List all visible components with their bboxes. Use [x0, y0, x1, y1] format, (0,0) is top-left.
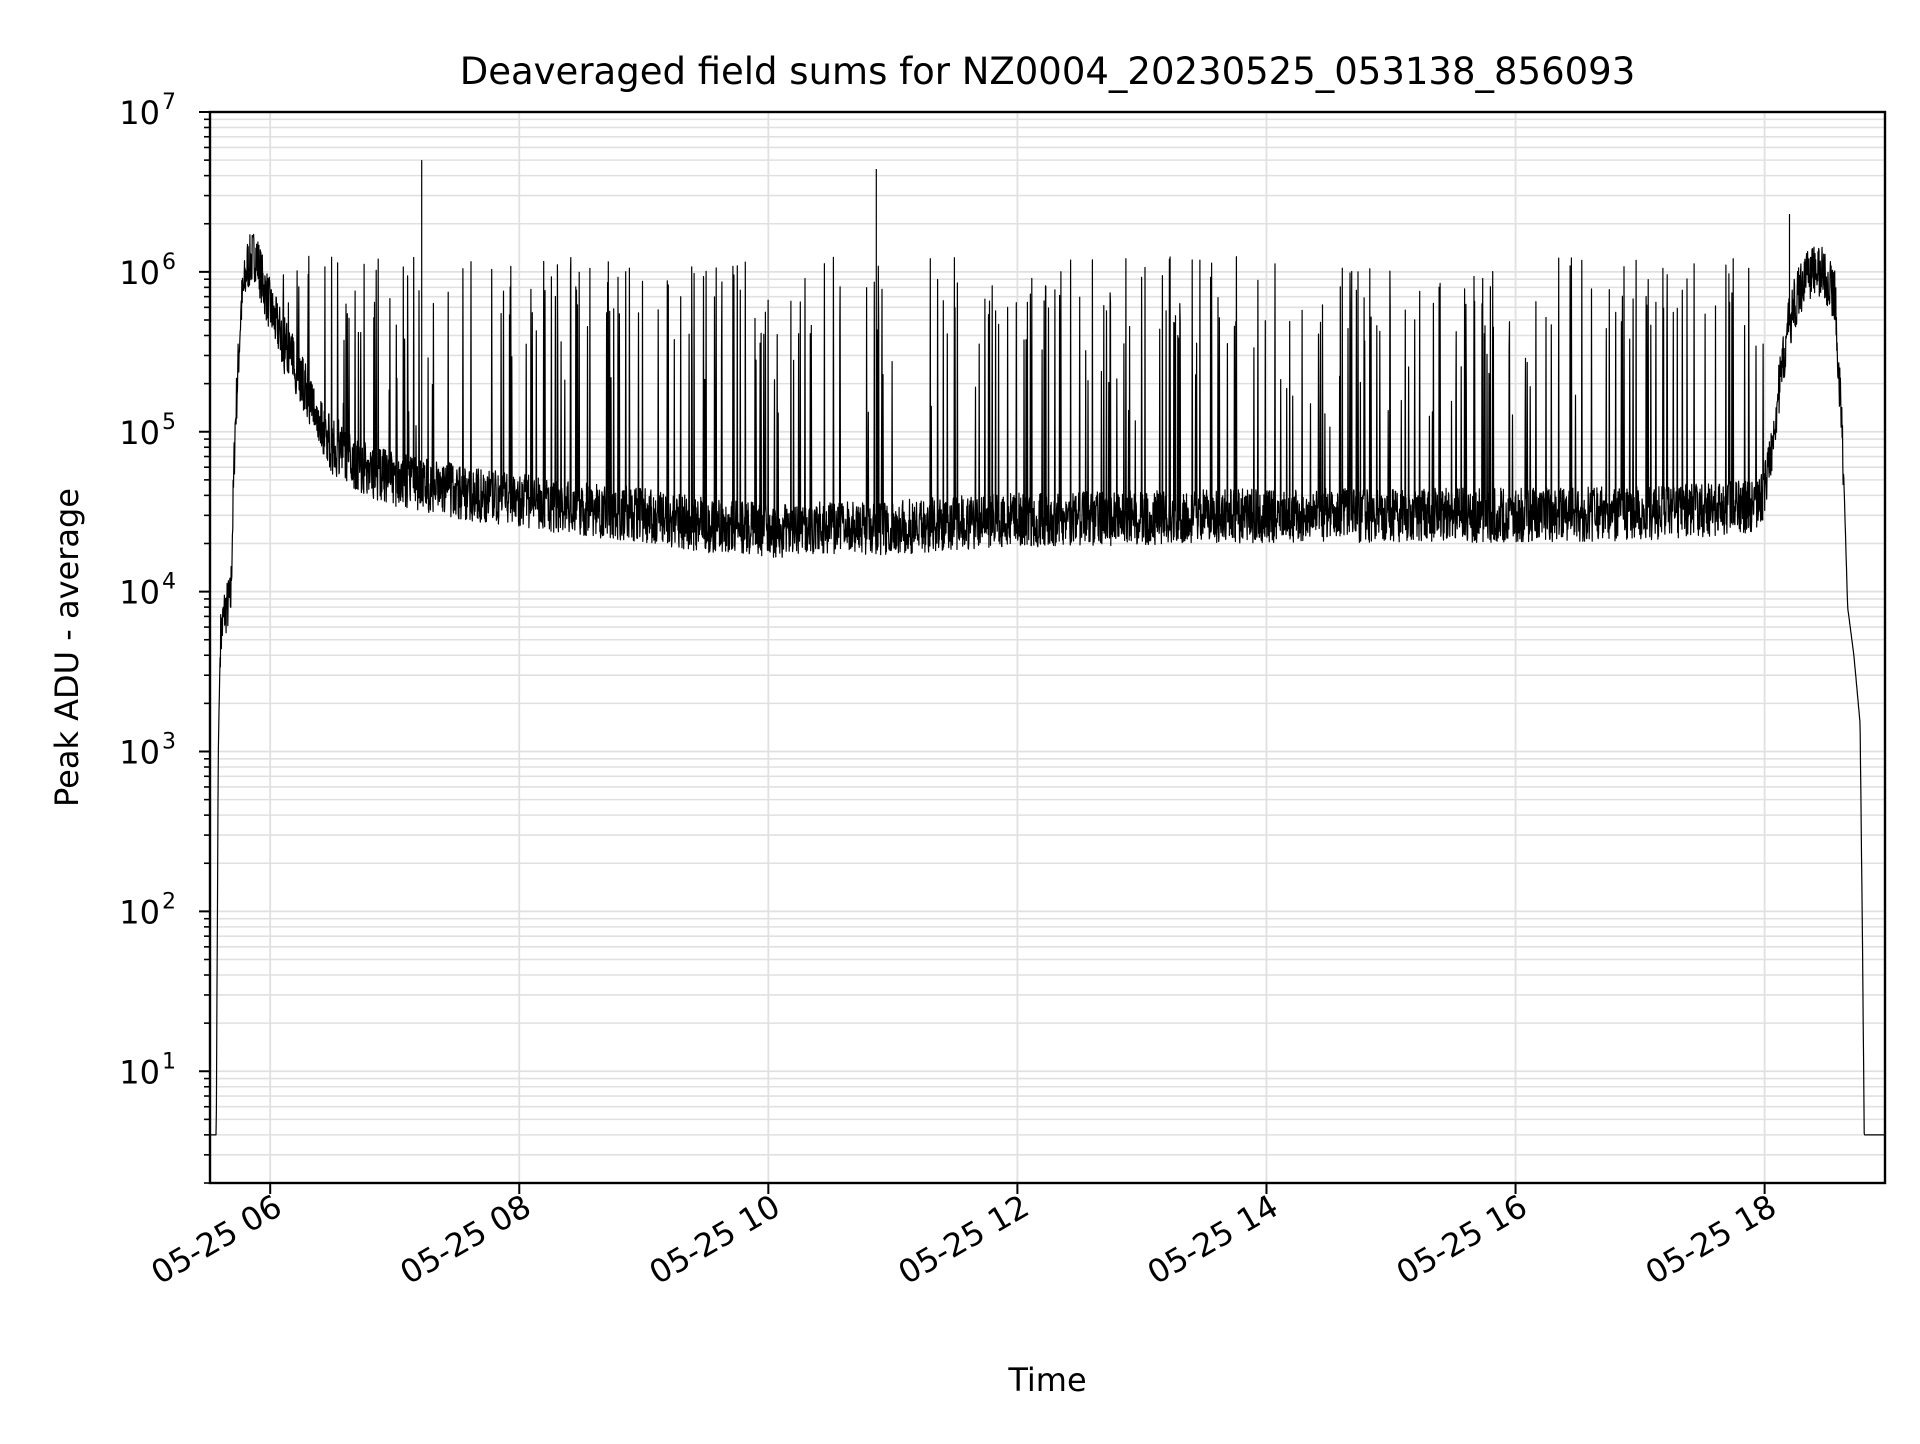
y-tick-label-base: 10	[119, 94, 160, 132]
x-tick-label: 05-25 10	[643, 1187, 787, 1292]
x-tick-label: 05-25 12	[892, 1187, 1036, 1292]
y-tick-label: 10	[119, 893, 160, 931]
y-tick-label-base: 10	[119, 734, 160, 772]
chart-title: Deaveraged field sums for NZ0004_2023052…	[460, 50, 1636, 93]
plot-frame	[208, 110, 1887, 1185]
y-tick-label-base: 10	[119, 1053, 160, 1091]
y-tick-label: 10	[119, 574, 160, 612]
y-tick-label-exponent: 1	[162, 1049, 176, 1074]
x-tick-label: 05-25 16	[1390, 1187, 1534, 1292]
y-tick-label: 10	[119, 734, 160, 772]
y-tick-label-exponent: 6	[162, 250, 176, 275]
y-tick-label-base: 10	[119, 574, 160, 612]
y-axis-label: Peak ADU - average	[48, 488, 86, 807]
x-axis-label: Time	[1007, 1361, 1086, 1399]
x-tick-label: 05-25 18	[1639, 1187, 1783, 1292]
y-tick-label-exponent: 3	[162, 730, 176, 755]
y-tick-label-exponent: 2	[162, 889, 176, 914]
y-tick-label: 10	[119, 254, 160, 292]
series-layer	[209, 160, 1886, 1136]
grid	[210, 111, 1885, 1184]
y-tick-label-exponent: 4	[162, 570, 176, 595]
y-tick-label-exponent: 5	[162, 410, 176, 435]
y-tick-label: 10	[119, 1053, 160, 1091]
x-tick-label: 05-25 14	[1141, 1187, 1285, 1292]
y-tick-label: 10	[119, 94, 160, 132]
x-tick-label: 05-25 06	[145, 1187, 289, 1292]
x-tick-label: 05-25 08	[394, 1187, 538, 1292]
y-tick-label-exponent: 7	[162, 90, 176, 115]
y-tick-label-base: 10	[119, 893, 160, 931]
series-line	[209, 160, 1886, 1136]
y-tick-label-base: 10	[119, 414, 160, 452]
y-tick-label-base: 10	[119, 254, 160, 292]
y-tick-label: 10	[119, 414, 160, 452]
